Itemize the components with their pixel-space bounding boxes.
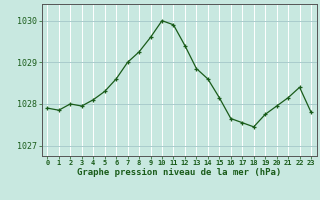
X-axis label: Graphe pression niveau de la mer (hPa): Graphe pression niveau de la mer (hPa) [77,168,281,177]
